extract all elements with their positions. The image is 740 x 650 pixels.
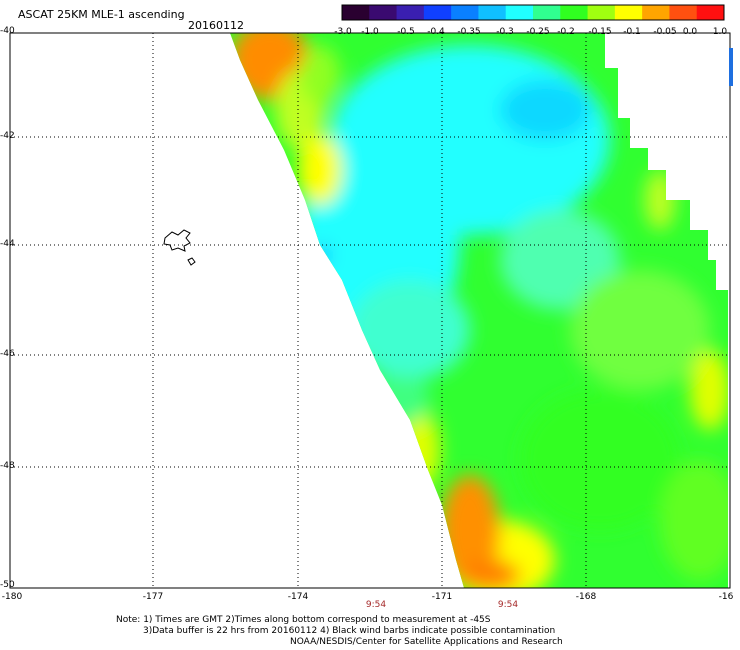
note-line-2: 3)Data buffer is 22 hrs from 20160112 4)…: [143, 626, 556, 636]
latitude-label: -44: [0, 239, 15, 249]
colorbar-swatch: [478, 5, 507, 20]
lat-lon-grid: [10, 33, 730, 588]
colorbar: [341, 4, 725, 21]
colorbar-swatch: [451, 5, 479, 20]
colorbar-swatch: [614, 5, 643, 20]
latitude-label: -46: [0, 349, 15, 359]
colorbar-swatch: [423, 5, 452, 20]
latitude-label: -42: [0, 131, 15, 141]
colorbar-tick-label: -0.15: [588, 27, 612, 37]
island-outline: [163, 229, 196, 266]
longitude-label: -171: [431, 592, 453, 602]
colorbar-tick-label: -0.4: [427, 27, 445, 37]
colorbar-tick-label: 1.0: [712, 27, 728, 37]
colorbar-swatch: [533, 5, 561, 20]
colorbar-tick-label: -0.5: [397, 27, 415, 37]
time-label-right: 9:54: [497, 600, 519, 610]
note-line-1: Note: 1) Times are GMT 2)Times along bot…: [116, 615, 491, 625]
colorbar-tick-label: -3.0: [334, 27, 352, 37]
wind-swath: [230, 33, 728, 588]
longitude-label: -16: [718, 592, 734, 602]
colorbar-swatch: [396, 5, 425, 20]
colorbar-swatch: [342, 5, 370, 20]
latitude-label: -50: [0, 580, 15, 590]
scroll-indicator: [729, 48, 733, 86]
latitude-label: -40: [0, 26, 15, 36]
colorbar-tick-label: 0.0: [682, 27, 698, 37]
colorbar-tick-label: -0.05: [653, 27, 677, 37]
colorbar-tick-label: -0.2: [557, 27, 575, 37]
colorbar-tick-label: -0.35: [457, 27, 481, 37]
longitude-label: -174: [287, 592, 309, 602]
longitude-label: -177: [142, 592, 164, 602]
colorbar-swatch: [369, 5, 398, 20]
colorbar-swatch: [696, 5, 725, 20]
latitude-label: -48: [0, 461, 15, 471]
colorbar-swatch: [560, 5, 589, 20]
colorbar-swatch: [505, 5, 534, 20]
colorbar-tick-label: -0.25: [526, 27, 550, 37]
longitude-label: -168: [575, 592, 597, 602]
longitude-label: -180: [1, 592, 23, 602]
map-date: 20160112: [188, 19, 244, 32]
note-line-3: NOAA/NESDIS/Center for Satellite Applica…: [290, 637, 563, 647]
map-title: ASCAT 25KM MLE-1 ascending: [18, 8, 185, 21]
colorbar-swatch: [642, 5, 670, 20]
colorbar-tick-label: -1.0: [361, 27, 379, 37]
colorbar-swatch: [669, 5, 698, 20]
colorbar-tick-label: -0.3: [496, 27, 514, 37]
colorbar-swatch: [587, 5, 616, 20]
colorbar-frame: [341, 4, 725, 21]
map-frame: [9, 32, 731, 589]
colorbar-tick-label: -0.1: [623, 27, 641, 37]
time-label-left: 9:54: [365, 600, 387, 610]
